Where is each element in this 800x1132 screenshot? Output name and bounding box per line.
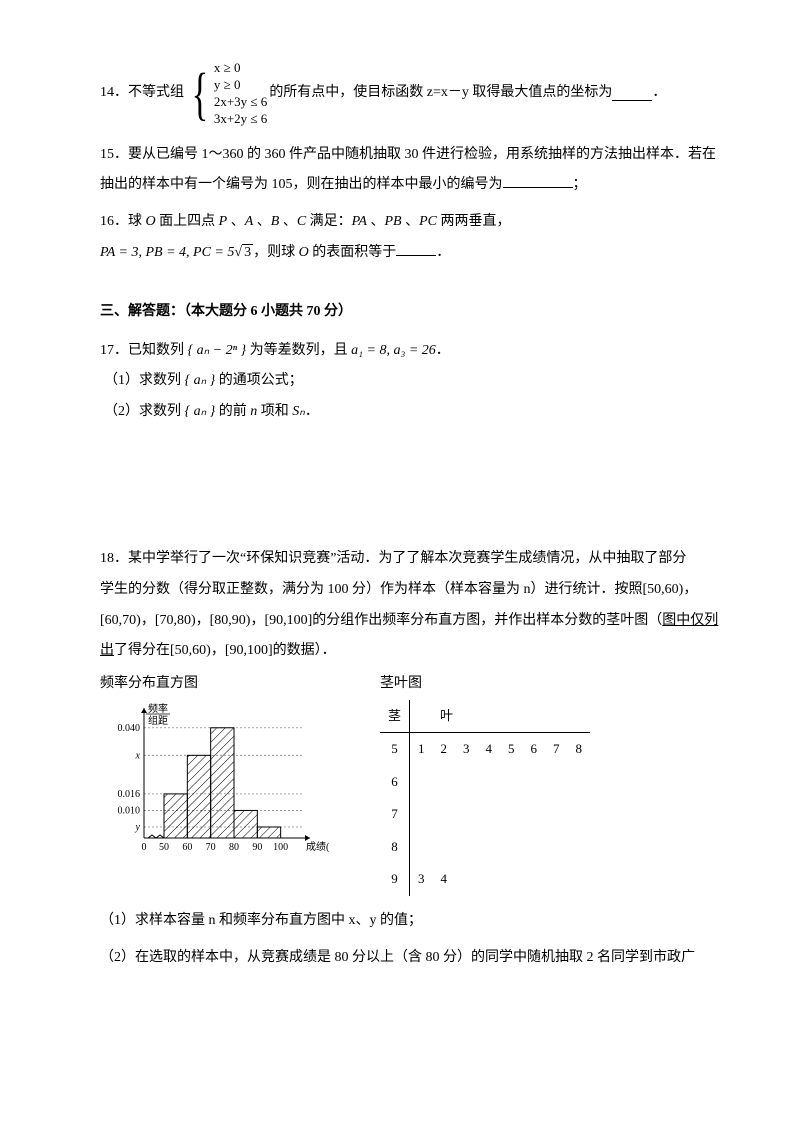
q15-blank (503, 173, 573, 188)
q18-sub1: （1）求样本容量 n 和频率分布直方图中 x、y 的值； (100, 906, 720, 937)
q15-line1: 15．要从已编号 1～360 的 360 件产品中随机抽取 30 件进行检验，用… (100, 140, 720, 171)
q18-p3: [60,70)，[70,80)，[80,90)，[90,100]的分组作出频率分… (100, 606, 720, 668)
stemleaf-title: 茎叶图 (380, 673, 590, 695)
svg-text:50: 50 (159, 842, 169, 853)
svg-text:90: 90 (252, 842, 262, 853)
svg-text:60: 60 (182, 842, 192, 853)
question-17: 17．已知数列 { aₙ − 2ⁿ } 为等差数列，且 a₁ = 8, a₃ =… (100, 336, 720, 428)
svg-text:80: 80 (229, 842, 239, 853)
histogram-block: 频率分布直方图 0.040 x 0.016 0.010 y0 50 60 70 80 90 100 成… (100, 673, 330, 859)
q17-part1: （1）求数列 { aₙ } 的通项公式； (104, 366, 720, 397)
q16-line2: PA = 3, PB = 4, PC = 53，则球 O 的表面积等于． (100, 238, 720, 269)
question-14: 14．不等式组 { x ≥ 0 y ≥ 0 2x+3y ≤ 6 3x+2y ≤ … (100, 60, 720, 128)
svg-text:频率: 频率 (148, 702, 168, 715)
q18-p1: 18．某中学举行了一次“环保知识竞赛”活动．为了了解本次竞赛学生成绩情况，从中抽… (100, 544, 720, 575)
q14-system: { x ≥ 0 y ≥ 0 2x+3y ≤ 6 3x+2y ≤ 6 (186, 60, 267, 128)
histogram-chart: 0.040 x 0.016 0.010 y0 50 60 70 80 90 100 成绩(分) 频率组距 (100, 700, 330, 860)
histogram-title: 频率分布直方图 (100, 673, 330, 695)
svg-text:0: 0 (142, 842, 147, 853)
q14-blank (612, 86, 652, 101)
q18-sub2: （2）在选取的样本中，从竞赛成绩是 80 分以上（含 80 分）的同学中随机抽取… (100, 943, 720, 974)
question-15: 15．要从已编号 1～360 的 360 件产品中随机抽取 30 件进行检验，用… (100, 140, 720, 202)
stemleaf-table: 茎叶512345678678934 (380, 700, 590, 897)
svg-text:成绩(分): 成绩(分) (306, 840, 330, 853)
q17-part2: （2）求数列 { aₙ } 的前 n 项和 Sₙ． (104, 397, 720, 428)
svg-text:0.016: 0.016 (118, 788, 141, 799)
svg-text:100: 100 (273, 842, 288, 853)
stemleaf-block: 茎叶图 茎叶512345678678934 (380, 673, 590, 896)
question-16: 16．球 O 面上四点 P 、A 、B 、C 满足：PA 、PB 、PC 两两垂… (100, 207, 720, 269)
svg-text:0.040: 0.040 (118, 722, 141, 733)
q16-line1: 16．球 O 面上四点 P 、A 、B 、C 满足：PA 、PB 、PC 两两垂… (100, 207, 720, 238)
svg-text:0.010: 0.010 (118, 805, 141, 816)
charts-row: 频率分布直方图 0.040 x 0.016 0.010 y0 50 60 70 80 90 100 成… (100, 673, 720, 896)
q14-suffix: 的所有点中，使目标函数 z=x－y 取得最大值点的坐标为 (269, 78, 612, 109)
q17-stem: 17．已知数列 { aₙ − 2ⁿ } 为等差数列，且 a₁ = 8, a₃ =… (100, 336, 720, 367)
svg-text:70: 70 (206, 842, 216, 853)
q16-blank (396, 241, 436, 256)
svg-text:组距: 组距 (148, 714, 168, 727)
question-18: 18．某中学举行了一次“环保知识竞赛”活动．为了了解本次竞赛学生成绩情况，从中抽… (100, 544, 720, 667)
section-3-title: 三、解答题：（本大题分 6 小题共 70 分） (100, 297, 720, 328)
q15-line2: 抽出的样本中有一个编号为 105，则在抽出的样本中最小的编号为； (100, 170, 720, 201)
svg-text:y: y (135, 821, 141, 832)
q14-prefix: 14．不等式组 (100, 78, 184, 109)
q18-p2: 学生的分数（得分取正整数，满分为 100 分）作为样本（样本容量为 n）进行统计… (100, 575, 720, 606)
svg-text:x: x (135, 750, 141, 761)
